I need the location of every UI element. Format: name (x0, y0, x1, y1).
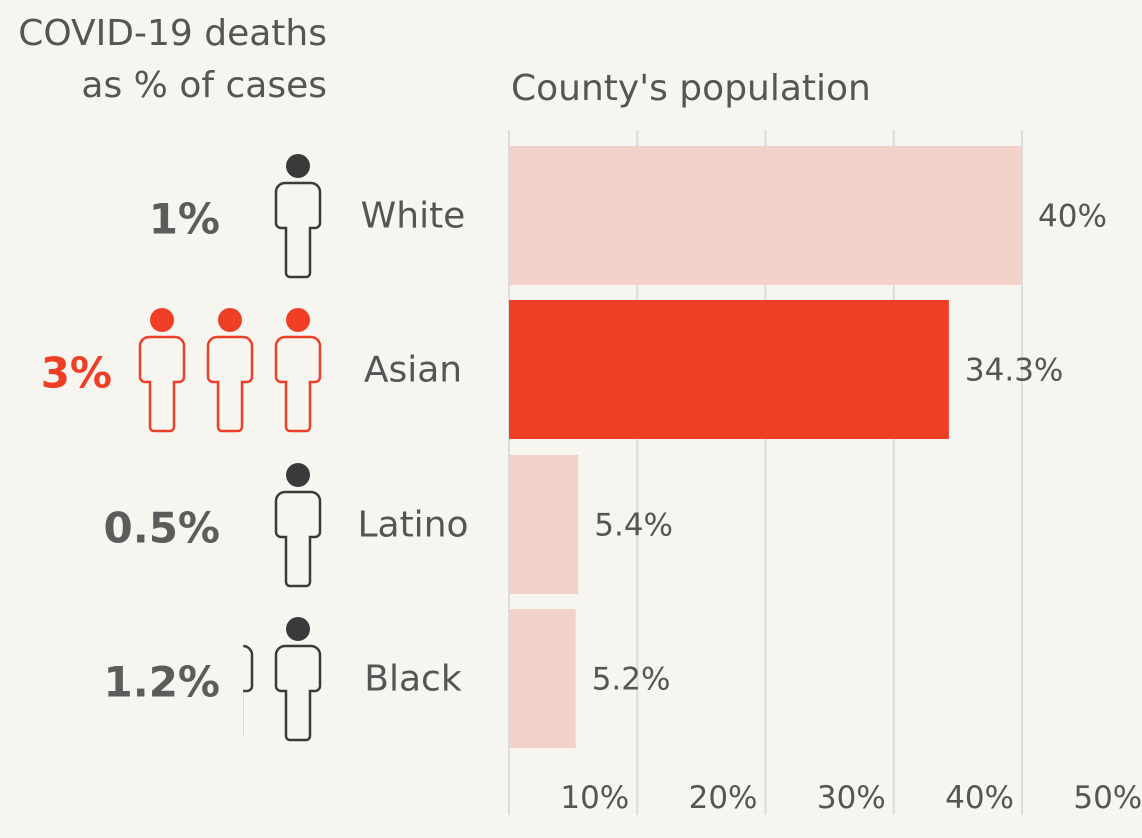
person-icon (274, 308, 322, 433)
x-tick-label: 10% (560, 780, 629, 816)
death-rate-label: 1.2% (104, 658, 220, 707)
category-label: Black (364, 659, 462, 700)
x-tick-label: 30% (817, 780, 886, 816)
x-tick-label: 40% (945, 780, 1014, 816)
category-label: Asian (364, 350, 462, 391)
death-rate-label: 3% (41, 349, 112, 398)
population-value-label: 34.3% (965, 353, 1063, 389)
person-icon (274, 154, 322, 279)
person-icon (206, 308, 254, 433)
person-icon (138, 308, 186, 433)
population-header: County's population (511, 68, 871, 109)
death-rate-header-line2: as % of cases (81, 65, 327, 106)
person-icon (243, 644, 254, 737)
population-value-label: 40% (1038, 199, 1107, 235)
person-icon (274, 617, 322, 742)
x-tick-label: 50% (1073, 780, 1142, 816)
population-bar (509, 455, 579, 594)
category-label: White (361, 196, 466, 237)
death-rate-label: 1% (149, 195, 220, 244)
category-label: Latino (357, 505, 468, 546)
population-value-label: 5.2% (592, 662, 671, 698)
population-bar (509, 146, 1022, 285)
death-rate-label: 0.5% (104, 504, 220, 553)
population-bar (509, 300, 949, 439)
person-icon (274, 463, 322, 588)
x-tick-label: 20% (689, 780, 758, 816)
death-rate-header-line1: COVID-19 deaths (18, 13, 327, 54)
population-value-label: 5.4% (594, 508, 673, 544)
population-bar (509, 609, 576, 748)
